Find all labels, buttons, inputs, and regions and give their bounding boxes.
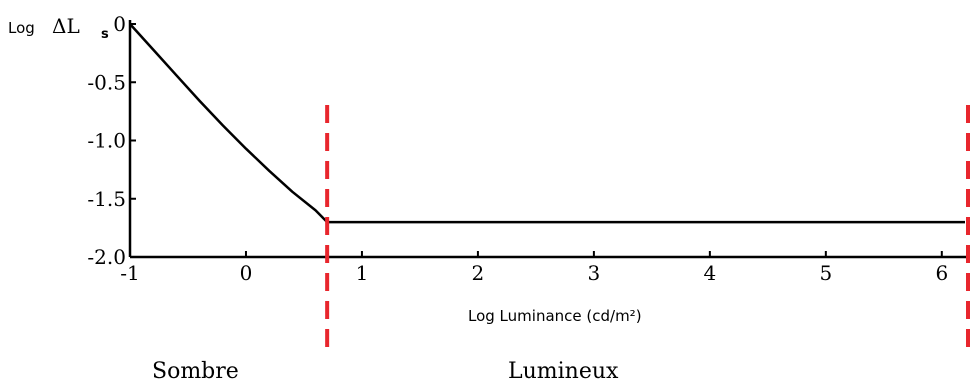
y-tick-label: -1.0 <box>87 129 126 153</box>
x-ticks: -1 0 1 2 3 4 5 6 <box>120 251 948 285</box>
x-tick-label: 3 <box>588 261 601 285</box>
region-dividers <box>325 105 970 350</box>
x-tick-label: -1 <box>120 261 139 285</box>
region-label-sombre: Sombre <box>152 359 239 383</box>
y-tick-label: -2.0 <box>87 245 126 269</box>
x-tick-label: 6 <box>935 261 948 285</box>
region-label-lumineux: Lumineux <box>508 359 619 383</box>
series <box>129 23 965 224</box>
series-line <box>129 23 965 224</box>
y-axis-label: ΔL <box>52 14 80 38</box>
x-tick-label: 0 <box>240 261 253 285</box>
x-tick-label: 2 <box>472 261 485 285</box>
axes <box>128 20 970 259</box>
x-tick-label: 4 <box>703 261 716 285</box>
x-tick-label: 5 <box>819 261 832 285</box>
y-axis-label-prefix: Log <box>8 19 35 37</box>
y-axis-label-subscript: s <box>101 27 109 42</box>
y-tick-label: 0 <box>113 12 126 36</box>
x-axis-label: Log Luminance (cd/m²) <box>468 307 642 325</box>
y-tick-label: -1.5 <box>87 187 126 211</box>
x-tick-label: 1 <box>356 261 369 285</box>
y-ticks: 0 -0.5 -1.0 -1.5 -2.0 <box>87 12 136 269</box>
y-tick-label: -0.5 <box>87 70 126 94</box>
